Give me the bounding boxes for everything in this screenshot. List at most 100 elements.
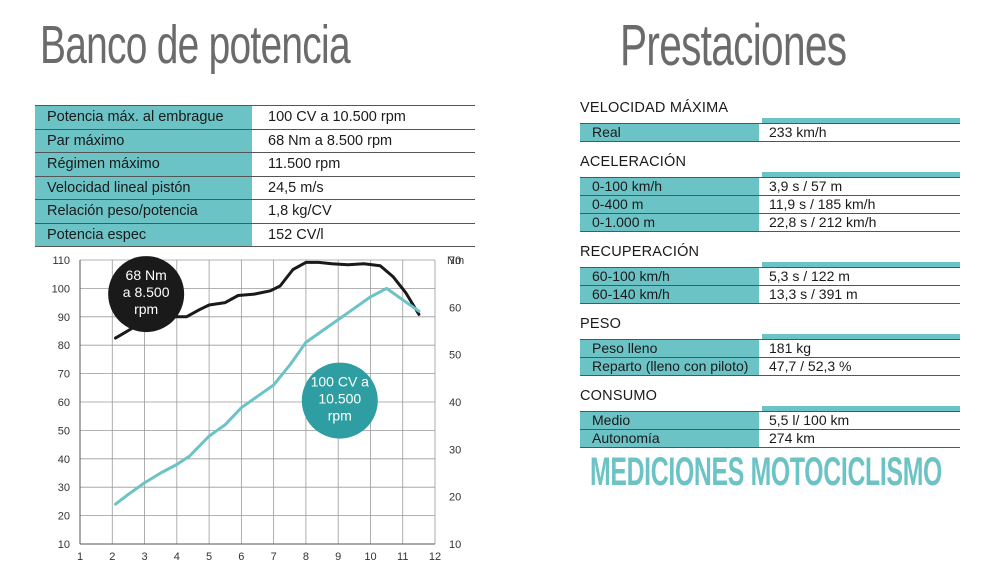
y2-tick-label: 20 — [449, 492, 461, 504]
y-tick-label: 40 — [58, 454, 70, 466]
list-item: 60-100 km/h 5,3 s / 122 m — [580, 268, 960, 286]
y-tick-label: 30 — [58, 482, 70, 494]
perf-value: 13,3 s / 391 m — [769, 286, 858, 302]
perf-label: Peso lleno — [580, 340, 759, 357]
y-tick-label: 70 — [58, 369, 70, 381]
callout-label: rpm — [134, 301, 158, 317]
list-item: Autonomía 274 km — [580, 430, 960, 448]
perf-value: 233 km/h — [769, 124, 827, 140]
y2-tick-label: 70 — [449, 255, 461, 267]
x-tick-label: 10 — [364, 551, 376, 563]
table-row: Par máximo 68 Nm a 8.500 rpm — [35, 129, 475, 153]
power-callout-bubble — [301, 362, 378, 439]
section-rule — [762, 172, 960, 177]
perf-value: 3,9 s / 57 m — [769, 178, 843, 194]
section-title: PESO — [580, 316, 622, 332]
brand-logo-text: MEDICIONES MOTOCICLISMO — [590, 450, 943, 494]
x-tick-label: 3 — [141, 551, 147, 563]
spec-label: Relación peso/potencia — [35, 199, 252, 224]
y2-tick-label: 30 — [449, 444, 461, 456]
spec-label: Potencia espec — [35, 223, 252, 247]
section-rule — [762, 334, 960, 339]
y-tick-label: 20 — [58, 511, 70, 523]
torque-series-line — [114, 260, 421, 340]
perf-value: 5,5 l/ 100 km — [769, 412, 850, 428]
perf-section-consumption: CONSUMO Medio 5,5 l/ 100 km Autonomía 274 … — [580, 386, 960, 448]
spec-value: 152 CV/l — [252, 223, 475, 247]
spec-value: 68 Nm a 8.500 rpm — [252, 129, 475, 153]
perf-value: 274 km — [769, 430, 815, 446]
perf-label: Real — [580, 124, 759, 141]
x-tick-label: 9 — [335, 551, 341, 563]
table-row: Régimen máximo 11.500 rpm — [35, 152, 475, 177]
section-title: RECUPERACIÓN — [580, 244, 700, 260]
perf-label: Medio — [580, 412, 759, 429]
perf-value: 181 kg — [769, 340, 812, 356]
y-tick-label: 60 — [58, 397, 70, 409]
section-rule — [762, 406, 960, 411]
perf-label: Reparto (lleno con piloto) — [580, 358, 759, 375]
page-title-left: Banco de potencia — [40, 15, 351, 75]
table-row: Relación peso/potencia 1,8 kg/CV — [35, 199, 475, 224]
spec-table: Potencia máx. al embrague 100 CV a 10.500… — [35, 105, 475, 247]
callout-label: a 8.500 — [123, 284, 170, 300]
x-tick-label: 4 — [174, 551, 180, 563]
spec-value: 1,8 kg/CV — [252, 199, 475, 224]
perf-section-speed: VELOCIDAD MÁXIMA Real 233 km/h — [580, 98, 960, 142]
spec-value: 100 CV a 10.500 rpm — [252, 105, 475, 130]
section-rule — [762, 118, 960, 123]
table-row: Potencia espec 152 CV/l — [35, 223, 475, 247]
spec-value: 11.500 rpm — [252, 152, 475, 177]
list-item: Peso lleno 181 kg — [580, 340, 960, 358]
table-row: Velocidad lineal pistón 24,5 m/s — [35, 176, 475, 200]
perf-label: Autonomía — [580, 430, 759, 447]
list-item: Real 233 km/h — [580, 124, 960, 142]
list-item: 0-1.000 m 22,8 s / 212 km/h — [580, 214, 960, 232]
spec-value: 24,5 m/s — [252, 176, 475, 200]
perf-value: 5,3 s / 122 m — [769, 268, 850, 284]
x-tick-label: 11 — [397, 551, 408, 563]
spec-label: Potencia máx. al embrague — [35, 105, 252, 130]
spec-label: Velocidad lineal pistón — [35, 176, 252, 200]
y-tick-label: 50 — [58, 425, 70, 437]
x-tick-label: 6 — [238, 551, 244, 563]
y-tick-label: 80 — [58, 340, 70, 352]
y-tick-label: 90 — [58, 312, 70, 324]
y2-tick-label: 60 — [449, 302, 461, 314]
perf-section-weight: PESO Peso lleno 181 kg Reparto (lleno con… — [580, 314, 960, 376]
y2-axis-label: Nm — [447, 255, 464, 267]
perf-value: 47,7 / 52,3 % — [769, 358, 852, 374]
x-tick-label: 5 — [206, 551, 212, 563]
y2-tick-label: 40 — [449, 397, 461, 409]
perf-label: 60-100 km/h — [580, 268, 759, 285]
y-tick-label: 110 — [52, 255, 70, 267]
y2-tick-label: 50 — [449, 350, 461, 362]
perf-label: 0-1.000 m — [580, 214, 759, 231]
page-title-right: Prestaciones — [620, 13, 847, 78]
perf-label: 0-100 km/h — [580, 178, 759, 195]
list-item: 0-400 m 11,9 s / 185 km/h — [580, 196, 960, 214]
torque-callout-bubble — [108, 256, 185, 333]
list-item: 60-140 km/h 13,3 s / 391 m — [580, 286, 960, 304]
x-tick-label: 8 — [303, 551, 309, 563]
y-tick-label: 10 — [58, 539, 70, 551]
x-tick-label: 12 — [429, 551, 441, 563]
performance-panel: VELOCIDAD MÁXIMA Real 233 km/h ACELERACIÓ… — [580, 98, 960, 458]
table-row: Potencia máx. al embrague 100 CV a 10.500… — [35, 105, 475, 130]
dyno-chart: 1 2 3 4 5 6 7 8 9 10 11 121020304050607080901001101… — [52, 255, 464, 563]
list-item: 0-100 km/h 3,9 s / 57 m — [580, 178, 960, 196]
perf-section-recovery: RECUPERACIÓN 60-100 km/h 5,3 s / 122 m 60… — [580, 242, 960, 304]
x-tick-label: 1 — [77, 551, 83, 563]
perf-section-acceleration: ACELERACIÓN 0-100 km/h 3,9 s / 57 m 0-400… — [580, 152, 960, 232]
callout-label: 68 Nm — [126, 267, 167, 283]
section-title: ACELERACIÓN — [580, 154, 687, 170]
list-item: Reparto (lleno con piloto) 47,7 / 52,3 % — [580, 358, 960, 376]
section-rule — [762, 262, 960, 267]
perf-value: 22,8 s / 212 km/h — [769, 214, 877, 230]
spec-label: Régimen máximo — [35, 152, 252, 177]
perf-label: 0-400 m — [580, 196, 759, 213]
y2-tick-label: 10 — [449, 539, 461, 551]
section-title: VELOCIDAD MÁXIMA — [580, 100, 729, 116]
section-title: CONSUMO — [580, 388, 658, 404]
x-tick-label: 7 — [271, 551, 277, 563]
